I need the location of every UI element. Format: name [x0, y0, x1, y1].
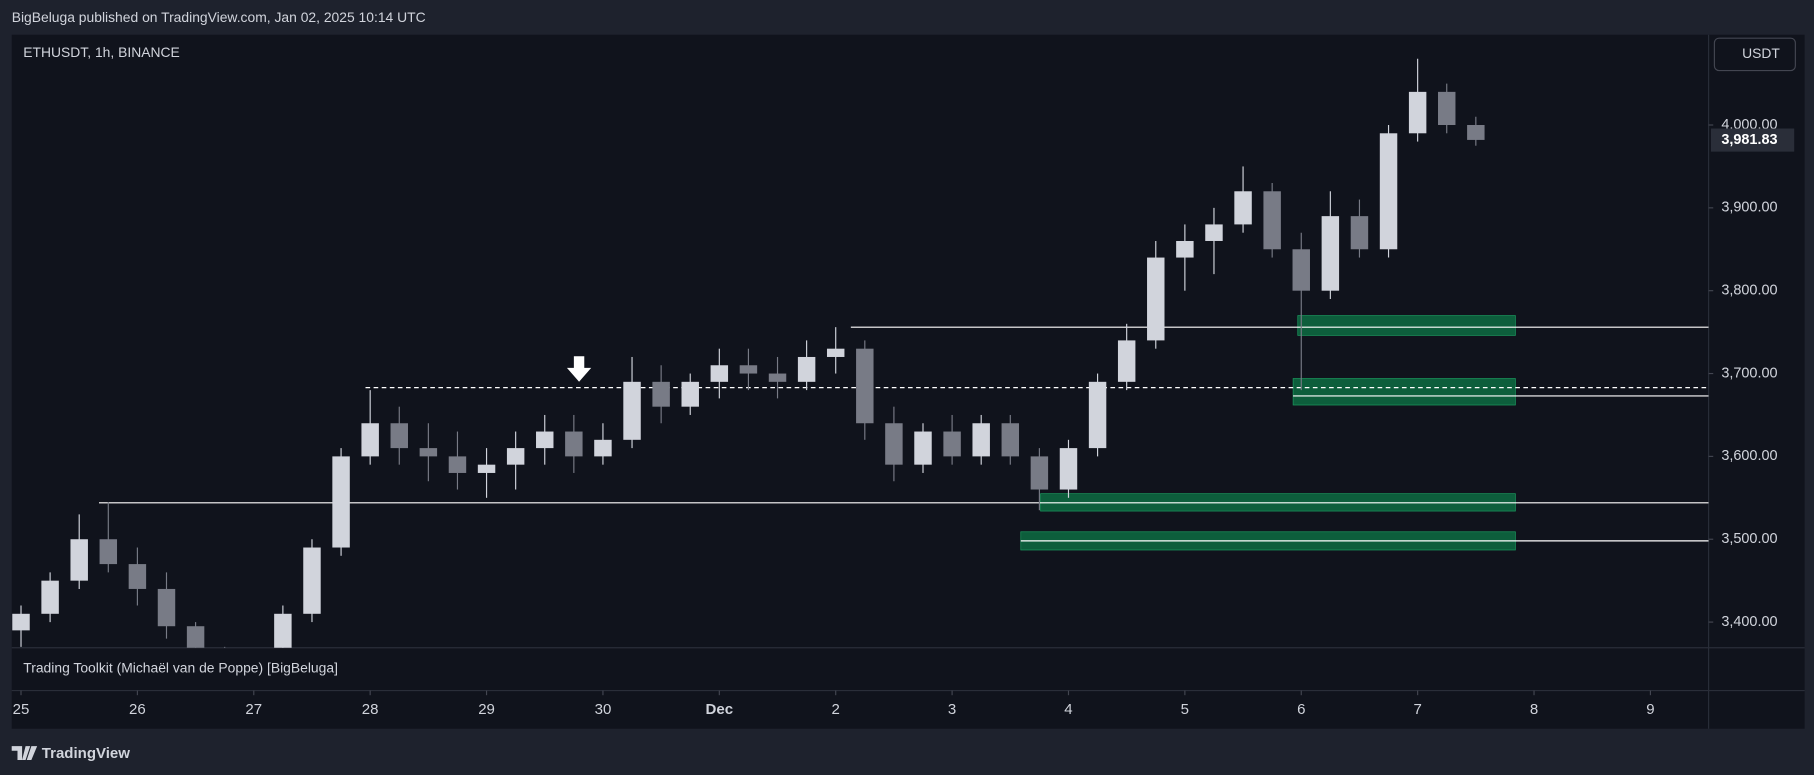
- candle-body: [1321, 216, 1340, 291]
- y-tick-label: 3,700.00: [1721, 365, 1777, 381]
- candle-body: [361, 423, 379, 457]
- candle-body: [1234, 191, 1252, 225]
- candle-body: [1408, 91, 1427, 134]
- candle-body: [1263, 191, 1281, 250]
- candle-body: [1059, 448, 1078, 490]
- candle-body: [1117, 340, 1136, 382]
- candle-body: [70, 539, 88, 581]
- y-tick-label: 3,500.00: [1721, 531, 1777, 547]
- candle-body: [739, 365, 758, 374]
- x-tick-label: 8: [1530, 701, 1538, 718]
- x-tick-label: 26: [129, 701, 146, 718]
- y-tick-label: 3,800.00: [1721, 283, 1777, 299]
- x-tick-label: 28: [362, 701, 379, 718]
- indicator-label: Trading Toolkit (Michaël van de Poppe) […: [23, 659, 338, 675]
- candle-body: [797, 356, 816, 382]
- last-price-label: 3,981.83: [1721, 132, 1777, 148]
- y-tick-label: 3,900.00: [1721, 200, 1777, 216]
- candle-body: [1350, 216, 1369, 250]
- x-tick-label: 25: [13, 701, 30, 718]
- x-tick-label: 29: [478, 701, 495, 718]
- candle-body: [1467, 125, 1485, 140]
- candle-body: [1379, 133, 1398, 250]
- candle-body: [972, 423, 990, 457]
- candle-body: [1001, 423, 1020, 457]
- candle-body: [1147, 257, 1165, 341]
- zone: [1292, 378, 1516, 406]
- candle-body: [652, 381, 670, 407]
- publish-info: BigBeluga published on TradingView.com, …: [12, 9, 426, 25]
- x-tick-label: Dec: [706, 701, 734, 718]
- candle-body: [157, 588, 176, 627]
- candle-body: [885, 423, 903, 465]
- candle-body: [914, 431, 932, 465]
- brand: TradingView: [42, 745, 130, 762]
- x-tick-label: 30: [595, 701, 612, 718]
- x-tick-label: 3: [948, 701, 956, 718]
- x-tick-label: 6: [1297, 701, 1305, 718]
- candle-body: [943, 431, 961, 457]
- candle-body: [12, 613, 30, 631]
- x-tick-label: 5: [1181, 701, 1189, 718]
- candle-body: [477, 464, 496, 473]
- candle-body: [768, 373, 787, 382]
- candle-body: [681, 381, 699, 407]
- candle-body: [1205, 224, 1223, 241]
- last-price-box: [1710, 128, 1795, 152]
- candle-body: [1088, 381, 1107, 449]
- candle-body: [506, 448, 525, 465]
- x-tick-label: 9: [1646, 701, 1654, 718]
- y-tick-label: 3,400.00: [1721, 614, 1777, 630]
- symbol-title: ETHUSDT, 1h, BINANCE: [23, 44, 180, 60]
- x-tick-label: 2: [832, 701, 840, 718]
- candle-body: [565, 431, 583, 457]
- candle-body: [594, 439, 612, 457]
- candle-body: [390, 423, 408, 449]
- brand-logo: [11, 746, 38, 760]
- candle-body: [1176, 240, 1194, 258]
- zone: [1297, 315, 1516, 336]
- candle-body: [274, 613, 292, 648]
- candle-body: [1438, 91, 1456, 126]
- y-tick-label: 3,600.00: [1721, 448, 1777, 464]
- candle-body: [710, 365, 729, 382]
- candle-body: [303, 547, 321, 614]
- candle-body: [826, 348, 845, 357]
- candle-body: [186, 626, 205, 648]
- candle-body: [41, 580, 59, 614]
- currency: USDT: [1742, 45, 1780, 61]
- candle-body: [1030, 456, 1049, 490]
- candle-body: [448, 456, 467, 473]
- x-tick-label: 27: [245, 701, 262, 718]
- candle-body: [99, 539, 118, 565]
- x-tick-label: 7: [1413, 701, 1421, 718]
- x-tick-label: 4: [1064, 701, 1072, 718]
- candle-body: [856, 348, 874, 424]
- candle-body: [419, 448, 438, 457]
- currency-box[interactable]: [1713, 37, 1796, 72]
- candle-body: [1292, 249, 1310, 291]
- candle-body: [623, 381, 641, 440]
- candle-body: [536, 431, 554, 449]
- arrow-annotation: [566, 356, 592, 382]
- candle-body: [128, 564, 147, 589]
- candle-body: [332, 456, 350, 548]
